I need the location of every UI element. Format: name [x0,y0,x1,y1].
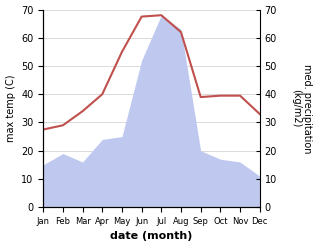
Y-axis label: med. precipitation
(kg/m2): med. precipitation (kg/m2) [291,64,313,153]
X-axis label: date (month): date (month) [110,231,193,242]
Y-axis label: max temp (C): max temp (C) [5,75,16,142]
